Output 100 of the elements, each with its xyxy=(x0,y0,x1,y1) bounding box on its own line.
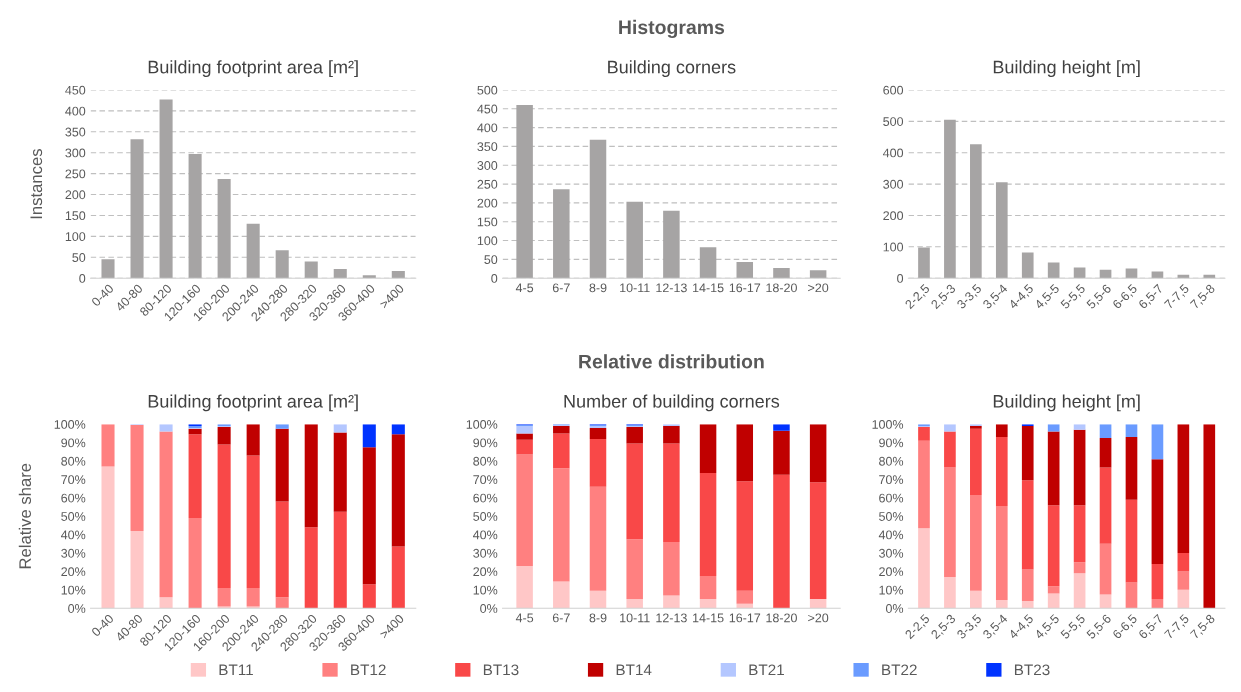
bar xyxy=(362,584,376,609)
bar xyxy=(663,542,680,596)
bar xyxy=(275,250,289,279)
y-tick-label: 100 xyxy=(477,236,498,246)
legend-label: BT11 xyxy=(219,664,253,676)
bar xyxy=(970,428,982,496)
bar xyxy=(1047,424,1060,432)
bar xyxy=(246,588,260,607)
bar xyxy=(1203,424,1216,609)
bar xyxy=(1021,252,1034,279)
bar xyxy=(1151,424,1164,460)
bar xyxy=(1047,431,1060,506)
y-tick-label: 90% xyxy=(879,438,904,448)
y-axis-title: Relative share xyxy=(18,463,32,569)
bar xyxy=(809,270,827,279)
y-tick-label: 350 xyxy=(477,142,498,152)
bar xyxy=(217,444,231,589)
y-tick-label: 200 xyxy=(883,211,904,221)
x-tick-label: 14-15 xyxy=(693,283,724,293)
y-tick-label: 600 xyxy=(883,85,904,95)
y-tick-label: 10% xyxy=(61,585,86,595)
x-tick-label: 8-9 xyxy=(589,613,607,623)
bar xyxy=(1047,586,1060,594)
y-tick-label: 90% xyxy=(473,438,498,448)
y-tick-label: 300 xyxy=(883,179,904,189)
x-tick-label: >20 xyxy=(808,613,829,623)
bar xyxy=(1177,424,1190,554)
y-tick-label: 100 xyxy=(883,242,904,252)
bar xyxy=(159,99,173,279)
y-tick-label: 70% xyxy=(473,475,498,485)
y-tick-label: 50% xyxy=(61,512,86,521)
y-tick-label: 100% xyxy=(54,420,86,429)
y-tick-label: 50 xyxy=(484,255,498,265)
bar xyxy=(333,432,347,512)
bar xyxy=(362,447,376,585)
y-tick-label: 20% xyxy=(61,567,86,577)
y-tick-label: 30% xyxy=(61,548,86,558)
bar xyxy=(809,424,827,483)
bar xyxy=(391,271,405,279)
x-tick-label: 16-17 xyxy=(729,613,761,623)
y-tick-label: 10% xyxy=(473,585,498,595)
bar xyxy=(333,511,347,609)
x-tick-label: 12-13 xyxy=(656,613,687,623)
bar xyxy=(699,472,717,577)
y-tick-label: 250 xyxy=(477,179,498,189)
bar xyxy=(275,597,289,609)
bar xyxy=(995,437,1008,507)
bar xyxy=(101,259,115,279)
bar xyxy=(1177,589,1190,609)
y-tick-label: 70% xyxy=(61,475,86,485)
bar xyxy=(944,424,956,432)
bar xyxy=(918,426,930,441)
chart-title: Number of building corners xyxy=(564,394,780,412)
bar xyxy=(1021,480,1034,570)
y-tick-label: 450 xyxy=(65,85,86,95)
legend-label: BT21 xyxy=(749,664,784,676)
y-tick-label: 500 xyxy=(883,117,904,126)
y-tick-label: 300 xyxy=(477,161,498,170)
bar xyxy=(944,431,956,468)
y-tick-label: 20% xyxy=(879,567,904,577)
x-tick-label: 4-5 xyxy=(515,613,534,623)
bar xyxy=(918,440,930,529)
y-tick-label: 400 xyxy=(477,123,498,133)
bar xyxy=(1125,268,1138,279)
bar xyxy=(1151,459,1164,565)
legend-label: BT13 xyxy=(483,664,519,676)
bar xyxy=(1073,573,1086,609)
bar xyxy=(589,486,607,591)
y-tick-label: 10% xyxy=(879,585,904,595)
bar xyxy=(188,434,202,519)
y-tick-label: 0% xyxy=(68,604,86,613)
y-tick-label: 0% xyxy=(480,604,498,613)
bar xyxy=(736,590,754,604)
y-tick-label: 100% xyxy=(872,420,904,429)
legend-label: BT23 xyxy=(1014,664,1050,676)
bar xyxy=(246,424,260,456)
bar xyxy=(275,501,289,598)
y-tick-label: 40% xyxy=(473,530,498,540)
bar xyxy=(995,599,1008,609)
x-tick-label: 4-5 xyxy=(515,283,534,293)
bar xyxy=(217,179,231,279)
bar xyxy=(304,261,318,279)
bar xyxy=(516,454,533,566)
chart-title: Building footprint area [m²] xyxy=(148,394,358,412)
bar xyxy=(736,424,754,482)
y-tick-label: 100 xyxy=(65,232,86,242)
chart-title: Building height [m] xyxy=(993,60,1140,78)
x-tick-label: 10-11 xyxy=(620,613,650,623)
bar xyxy=(944,119,956,279)
bar xyxy=(130,139,144,279)
bar xyxy=(391,434,405,547)
y-tick-label: 100% xyxy=(466,420,498,429)
y-tick-label: 400 xyxy=(65,106,86,116)
bar xyxy=(275,428,289,502)
y-tick-label: 200 xyxy=(477,198,498,208)
y-tick-label: 80% xyxy=(61,456,86,466)
bar xyxy=(130,425,144,531)
y-tick-label: 80% xyxy=(473,456,498,466)
bar xyxy=(1203,274,1216,279)
bar xyxy=(626,443,643,540)
